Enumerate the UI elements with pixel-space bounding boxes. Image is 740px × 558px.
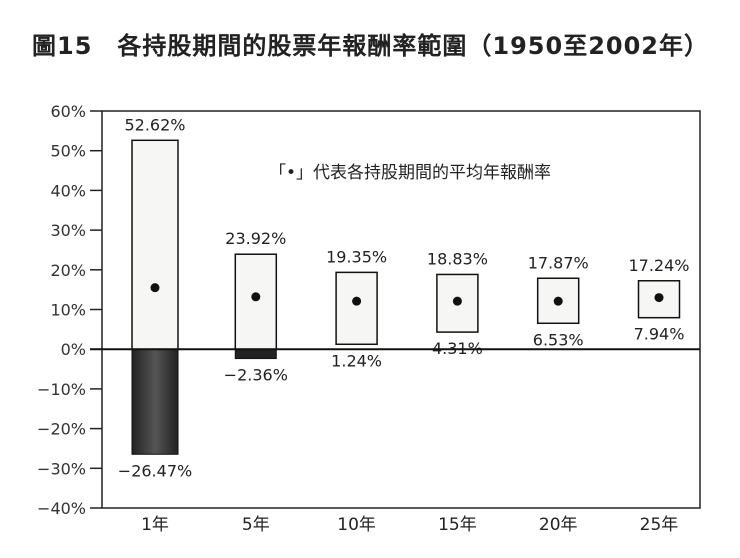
low-label: 1.24% <box>331 351 382 370</box>
high-label: 19.35% <box>326 247 387 266</box>
mean-dot <box>251 292 261 302</box>
y-tick-label: 40% <box>50 181 86 200</box>
high-label: 23.92% <box>225 229 286 248</box>
mean-dot <box>654 293 664 303</box>
high-label: 17.87% <box>528 253 589 272</box>
mean-dot <box>553 296 563 306</box>
x-tick-label: 10年 <box>337 515 376 535</box>
y-tick-label: −40% <box>37 499 86 518</box>
range-bar-negative <box>131 348 179 455</box>
high-label: 17.24% <box>628 256 689 275</box>
high-label: 52.62% <box>124 115 185 134</box>
mean-dot <box>150 283 160 293</box>
y-tick-label: −10% <box>37 380 86 399</box>
y-tick-label: −30% <box>37 459 86 478</box>
y-tick-label: 30% <box>50 221 86 240</box>
range-bar-positive <box>234 253 278 350</box>
y-tick-label: 60% <box>50 102 86 121</box>
y-tick-label: 50% <box>50 142 86 161</box>
legend-annotation: 「•」代表各持股期間的平均年報酬率 <box>269 163 551 183</box>
y-tick-label: 10% <box>50 301 86 320</box>
low-label: 7.94% <box>634 325 685 344</box>
high-label: 18.83% <box>427 249 488 268</box>
x-tick-label: 25年 <box>640 515 679 535</box>
y-tick-label: −20% <box>37 420 86 439</box>
low-label: 6.53% <box>533 330 584 349</box>
range-bar-negative <box>234 348 277 360</box>
range-bar-positive <box>131 139 179 350</box>
chart-title: 圖15 各持股期間的股票年報酬率範圍（1950至2002年） <box>32 32 709 60</box>
mean-dot <box>352 296 362 306</box>
low-label: −2.36% <box>224 366 288 385</box>
x-tick-label: 15年 <box>438 515 477 535</box>
range-bar-positive <box>335 271 378 346</box>
y-tick-label: 0% <box>61 340 86 359</box>
x-tick-label: 5年 <box>242 515 270 535</box>
y-tick-label: 20% <box>50 261 86 280</box>
x-tick-label: 20年 <box>539 515 578 535</box>
low-label: −26.47% <box>118 461 192 480</box>
mean-dot <box>452 296 462 306</box>
x-tick-label: 1年 <box>141 515 169 535</box>
